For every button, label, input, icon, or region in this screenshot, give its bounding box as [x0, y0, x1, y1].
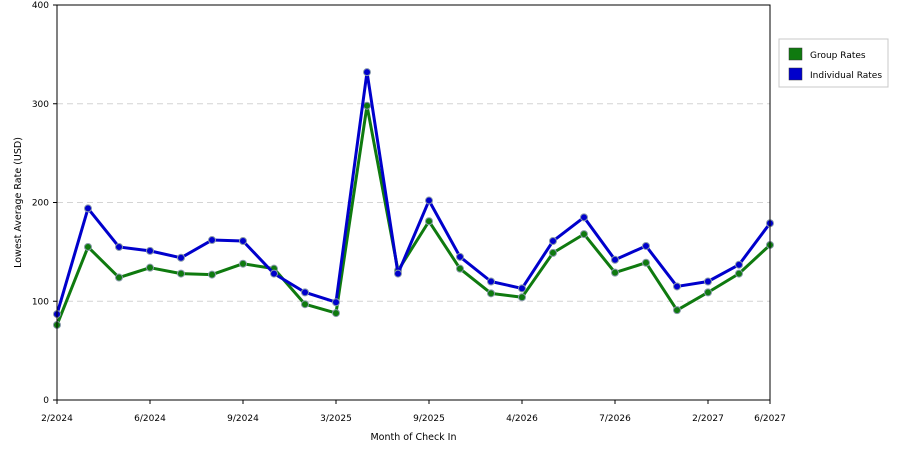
data-point: [425, 217, 433, 226]
data-point: [301, 300, 309, 309]
data-point: [549, 248, 557, 257]
data-point: [363, 68, 371, 77]
y-tick-label: 400: [32, 1, 49, 11]
tick-labels: 0 100 200 300 400 2/2024 6/2024 9/2024 3/2025 9/2…: [32, 1, 786, 424]
data-point: [673, 306, 681, 315]
data-point: [332, 309, 340, 318]
y-tick-label: 0: [43, 396, 49, 406]
data-point: [580, 213, 588, 222]
data-point: [611, 255, 619, 264]
x-tick-label: 4/2026: [506, 414, 538, 424]
data-point: [177, 269, 185, 278]
data-point: [363, 101, 371, 110]
data-point: [115, 242, 123, 251]
data-point: [115, 273, 123, 282]
data-point: [239, 237, 247, 246]
x-tick-label: 9/2025: [413, 414, 445, 424]
y-tick-label: 300: [32, 100, 49, 110]
data-point: [208, 270, 216, 279]
data-point: [642, 241, 650, 250]
data-point: [735, 260, 743, 269]
data-point: [270, 269, 278, 278]
data-point: [239, 259, 247, 268]
legend-swatch: [788, 67, 803, 81]
plot-frame: [56, 4, 771, 401]
gridlines: [57, 103, 770, 302]
data-point: [332, 298, 340, 307]
data-point: [487, 289, 495, 298]
data-point: [84, 204, 92, 213]
data-point: [549, 237, 557, 246]
data-point: [456, 264, 464, 273]
data-point: [704, 288, 712, 297]
data-point: [146, 246, 154, 255]
data-point: [456, 252, 464, 261]
data-point: [518, 293, 526, 302]
data-point: [673, 282, 681, 291]
data-point: [425, 196, 433, 205]
y-tick-label: 100: [32, 297, 49, 307]
data-point: [611, 268, 619, 277]
axes: [53, 4, 771, 404]
legend-label: Individual Rates: [810, 71, 882, 81]
series-layer: [53, 68, 774, 329]
data-point: [487, 277, 495, 286]
data-point: [208, 236, 216, 245]
data-point: [735, 269, 743, 278]
x-tick-label: 6/2027: [754, 414, 786, 424]
x-tick-label: 6/2024: [134, 414, 166, 424]
x-tick-label: 9/2024: [227, 414, 259, 424]
legend-label: Group Rates: [810, 51, 866, 61]
data-point: [177, 253, 185, 262]
y-axis-title: Lowest Average Rate (USD): [13, 137, 24, 268]
series-line: [55, 70, 772, 315]
data-point: [146, 263, 154, 272]
data-point: [301, 288, 309, 297]
x-axis-title: Month of Check In: [370, 432, 456, 443]
x-tick-label: 2/2024: [41, 414, 73, 424]
data-point: [84, 242, 92, 251]
data-point: [394, 269, 402, 278]
y-tick-label: 200: [32, 199, 49, 209]
x-tick-label: 3/2025: [320, 414, 352, 424]
legend-swatch: [788, 47, 803, 61]
series-group-rates: [53, 101, 774, 329]
data-point: [642, 258, 650, 267]
legend: Group Rates Individual Rates: [778, 38, 889, 88]
x-tick-label: 2/2027: [692, 414, 724, 424]
data-point: [518, 284, 526, 293]
data-point: [580, 230, 588, 239]
data-point: [704, 277, 712, 286]
series-individual-rates: [53, 68, 774, 319]
series-line: [55, 104, 772, 326]
x-tick-label: 7/2026: [599, 414, 631, 424]
